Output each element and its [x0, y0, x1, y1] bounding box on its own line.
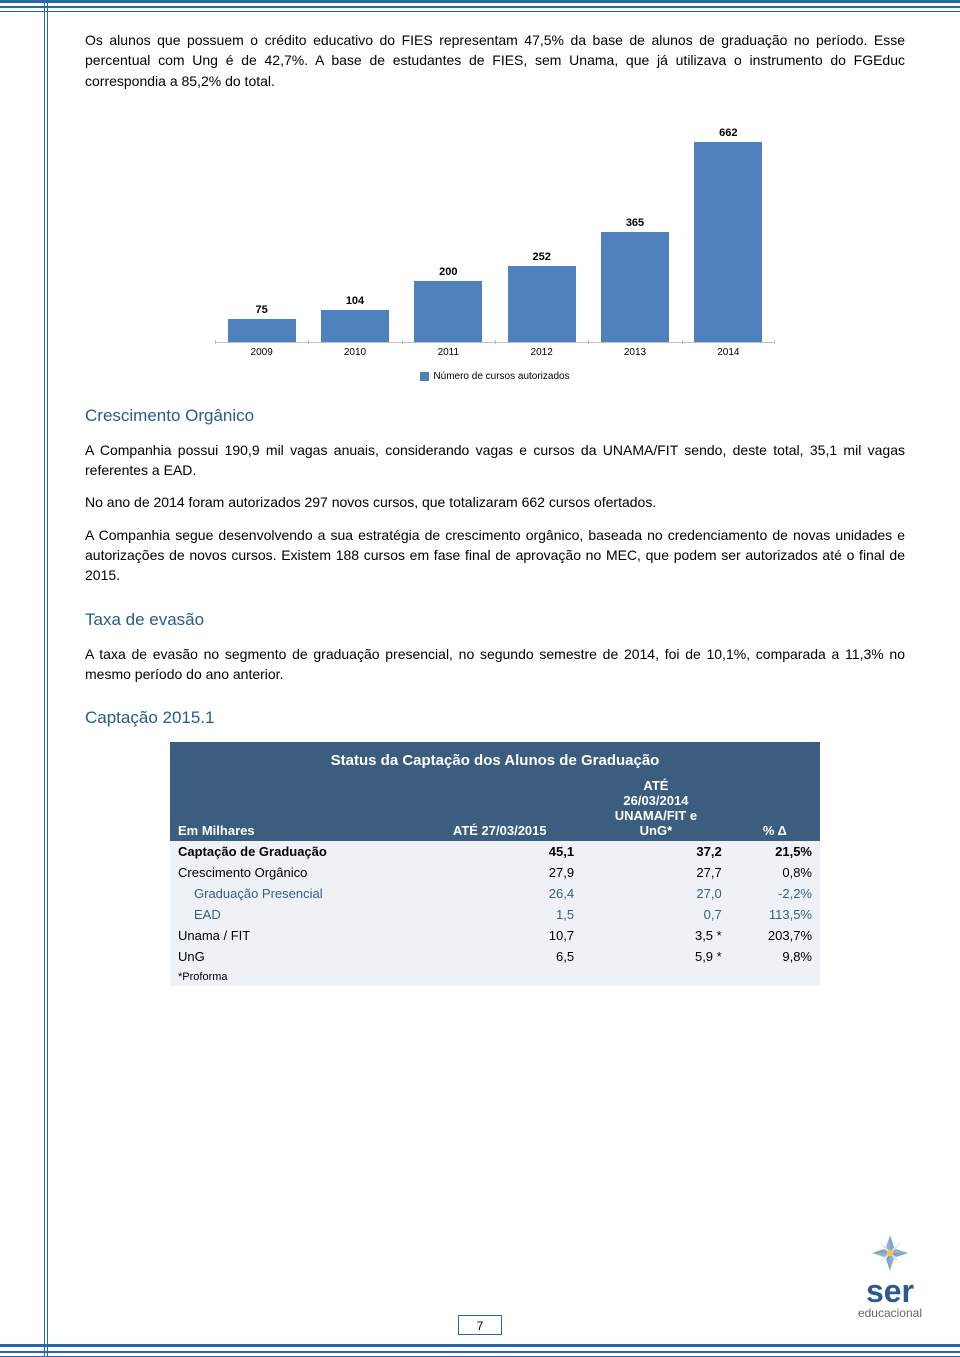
heading-crescimento: Crescimento Orgânico: [85, 406, 905, 426]
table-col-label: Em Milhares: [170, 775, 417, 841]
paragraph-crescimento-1: A Companhia possui 190,9 mil vagas anuai…: [85, 440, 905, 481]
left-border-2: [47, 0, 48, 1357]
bar-cell: 104: [321, 310, 389, 341]
bar: [414, 281, 482, 341]
bar-value-label: 252: [508, 251, 576, 263]
bar: [228, 319, 296, 342]
row-value-2: 0,7: [582, 904, 730, 925]
row-label: Crescimento Orgânico: [170, 862, 417, 883]
bar-chart: 75 104 200 252 365 662 2009 2010 2011 2012 2013 20…: [215, 123, 775, 382]
heading-evasao: Taxa de evasão: [85, 610, 905, 630]
row-value-2: 27,7: [582, 862, 730, 883]
page-content: Os alunos que possuem o crédito educativ…: [85, 30, 905, 1327]
top-border-1: [0, 0, 960, 3]
row-value-1: 10,7: [417, 925, 582, 946]
bar-cell: 662: [694, 142, 762, 342]
bottom-border-3: [0, 1344, 960, 1347]
bar-value-label: 75: [228, 304, 296, 316]
paragraph-crescimento-2: No ano de 2014 foram autorizados 297 nov…: [85, 492, 905, 512]
table-row: Crescimento Orgânico27,927,70,8%: [170, 862, 820, 883]
paragraph-evasao: A taxa de evasão no segmento de graduaçã…: [85, 644, 905, 685]
row-label: Graduação Presencial: [170, 883, 417, 904]
captacao-table: Status da Captação dos Alunos de Graduaç…: [170, 742, 820, 986]
x-axis-label: 2010: [321, 347, 389, 358]
top-border-3: [0, 11, 960, 12]
row-value-2: 27,0: [582, 883, 730, 904]
table-row: EAD1,50,7113,5%: [170, 904, 820, 925]
row-value-1: 26,4: [417, 883, 582, 904]
row-value-2: 37,2: [582, 841, 730, 862]
table-row: Graduação Presencial26,427,0-2,2%: [170, 883, 820, 904]
row-value-1: 6,5: [417, 946, 582, 967]
row-label: UnG: [170, 946, 417, 967]
x-axis-label: 2012: [508, 347, 576, 358]
bar-cell: 75: [228, 319, 296, 342]
bar-value-label: 200: [414, 266, 482, 278]
row-label: Captação de Graduação: [170, 841, 417, 862]
page-number: 7: [458, 1315, 502, 1335]
legend-swatch: [420, 372, 429, 381]
table-footnote: *Proforma: [170, 967, 820, 986]
table-row: Captação de Graduação45,137,221,5%: [170, 841, 820, 862]
bar-cell: 365: [601, 232, 669, 342]
heading-captacao: Captação 2015.1: [85, 708, 905, 728]
x-axis-label: 2009: [228, 347, 296, 358]
table-col-4: % Δ: [730, 775, 820, 841]
bar-value-label: 662: [694, 127, 762, 139]
row-value-1: 45,1: [417, 841, 582, 862]
row-label: EAD: [170, 904, 417, 925]
bar-cell: 252: [508, 266, 576, 342]
row-value-1: 1,5: [417, 904, 582, 925]
table-title: Status da Captação dos Alunos de Graduaç…: [170, 742, 820, 775]
bottom-border-2: [0, 1351, 960, 1353]
row-value-2: 5,9 *: [582, 946, 730, 967]
left-border-1: [44, 0, 45, 1357]
logo-star-icon: [870, 1233, 910, 1273]
legend-label: Número de cursos autorizados: [433, 371, 569, 382]
bar-cell: 200: [414, 281, 482, 341]
row-delta: -2,2%: [730, 883, 820, 904]
row-delta: 9,8%: [730, 946, 820, 967]
row-value-2: 3,5 *: [582, 925, 730, 946]
table-col-3: ATÉ 26/03/2014 UNAMA/FIT e UnG*: [582, 775, 730, 841]
x-axis-label: 2011: [414, 347, 482, 358]
row-value-1: 27,9: [417, 862, 582, 883]
table-row: UnG6,55,9 *9,8%: [170, 946, 820, 967]
row-delta: 203,7%: [730, 925, 820, 946]
paragraph-crescimento-3: A Companhia segue desenvolvendo a sua es…: [85, 525, 905, 586]
table-col-2: ATÉ 27/03/2015: [417, 775, 582, 841]
paragraph-intro: Os alunos que possuem o crédito educativ…: [85, 30, 905, 91]
row-delta: 21,5%: [730, 841, 820, 862]
chart-legend: Número de cursos autorizados: [215, 371, 775, 382]
bar: [321, 310, 389, 341]
bar-value-label: 365: [601, 217, 669, 229]
table-footnote-row: *Proforma: [170, 967, 820, 986]
x-axis-label: 2014: [694, 347, 762, 358]
row-delta: 113,5%: [730, 904, 820, 925]
logo-brand-text: ser: [858, 1275, 922, 1307]
row-label: Unama / FIT: [170, 925, 417, 946]
bar: [508, 266, 576, 342]
table-row: Unama / FIT10,73,5 *203,7%: [170, 925, 820, 946]
brand-logo: ser educacional: [858, 1233, 922, 1319]
top-border-2: [0, 6, 960, 8]
logo-tagline: educacional: [858, 1307, 922, 1319]
bar: [694, 142, 762, 342]
bar: [601, 232, 669, 342]
x-axis-label: 2013: [601, 347, 669, 358]
row-delta: 0,8%: [730, 862, 820, 883]
bar-value-label: 104: [321, 295, 389, 307]
